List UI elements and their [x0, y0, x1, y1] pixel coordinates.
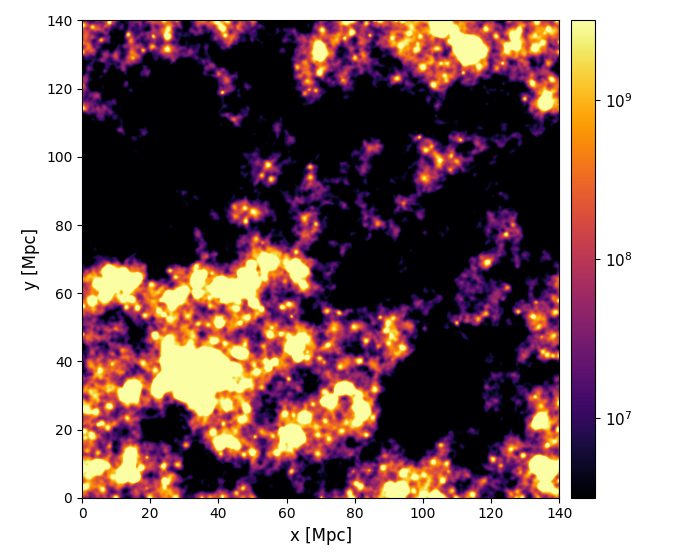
X-axis label: x [Mpc]: x [Mpc]	[290, 527, 352, 545]
Y-axis label: y [Mpc]: y [Mpc]	[22, 228, 40, 290]
